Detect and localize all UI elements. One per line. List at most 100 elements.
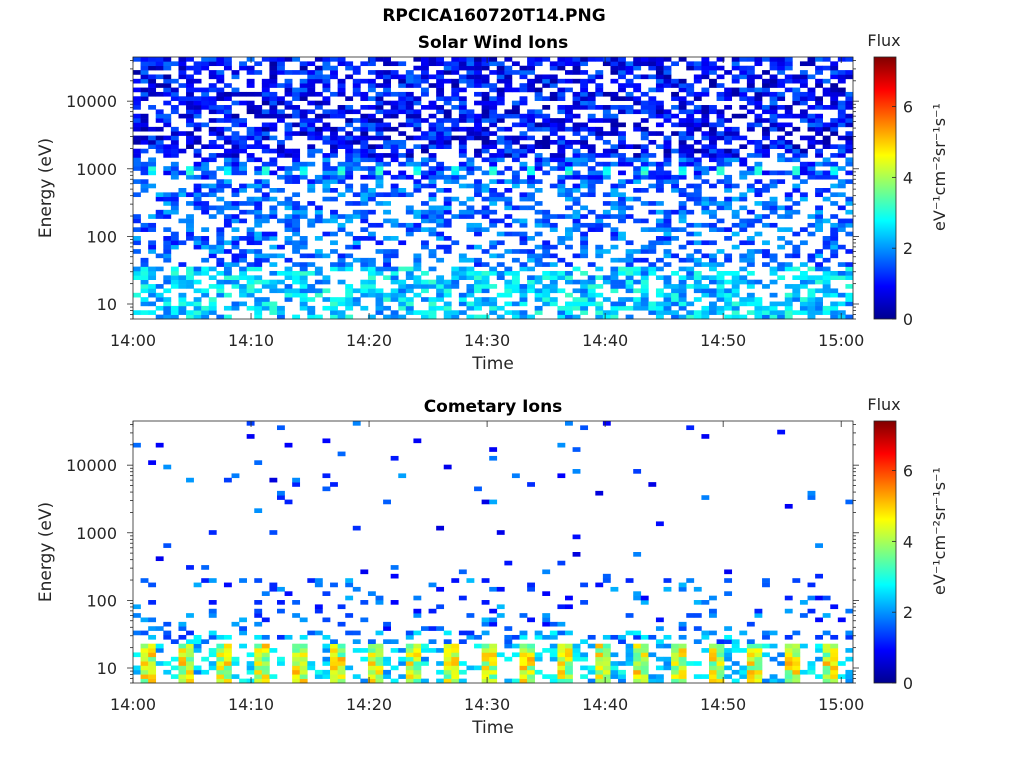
spectrogram-cell <box>148 460 157 465</box>
spectrogram-cell <box>762 131 770 136</box>
spectrogram-cell <box>580 144 589 149</box>
spectrogram-cell <box>208 301 217 307</box>
y-axis-label: Energy (eV) <box>36 502 56 602</box>
spectrogram-cell <box>602 634 611 640</box>
spectrogram-cell <box>519 262 528 267</box>
spectrogram-cell <box>383 297 391 302</box>
spectrogram-cell <box>428 166 437 171</box>
spectrogram-cell <box>352 674 361 679</box>
spectrogram-cell <box>754 279 763 285</box>
spectrogram-cell <box>314 70 323 75</box>
spectrogram-cell <box>383 122 391 128</box>
x-tick-label: 14:30 <box>464 695 510 714</box>
spectrogram-cell <box>496 170 505 176</box>
spectrogram-cell <box>784 144 793 149</box>
spectrogram-cell <box>307 578 316 583</box>
spectrogram-cell <box>527 87 535 93</box>
spectrogram-cell <box>565 105 573 110</box>
spectrogram-cell <box>155 109 164 115</box>
spectrogram-cell <box>413 613 422 618</box>
spectrogram-cell <box>322 109 331 115</box>
spectrogram-cell <box>625 161 634 167</box>
spectrogram-cell <box>216 91 225 97</box>
spectrogram-cell <box>284 78 293 84</box>
spectrogram-cell <box>686 275 695 280</box>
spectrogram-cell <box>746 57 755 62</box>
spectrogram-cell <box>845 630 854 636</box>
spectrogram-cell <box>186 674 194 679</box>
spectrogram-cell <box>830 244 839 250</box>
spectrogram-cell <box>754 96 763 101</box>
colorbar-tick-label: 4 <box>903 168 913 187</box>
spectrogram-cell <box>216 183 225 189</box>
spectrogram-cell <box>330 669 338 675</box>
spectrogram-cell <box>678 157 687 163</box>
spectrogram-cell <box>314 214 323 219</box>
spectrogram-cell <box>799 310 808 315</box>
spectrogram-cell <box>481 113 490 119</box>
spectrogram-cell <box>610 205 619 211</box>
spectrogram-cell <box>186 83 194 88</box>
spectrogram-cell <box>269 270 278 276</box>
spectrogram-cell <box>481 91 490 97</box>
spectrogram-cell <box>648 139 657 145</box>
spectrogram-cell <box>428 639 437 644</box>
spectrogram-cell <box>693 639 702 644</box>
spectrogram-cell <box>580 87 589 93</box>
spectrogram-cell <box>413 310 422 315</box>
spectrogram-cell <box>466 257 475 263</box>
spectrogram-cell <box>140 135 149 141</box>
spectrogram-cell <box>618 301 626 307</box>
spectrogram-cell <box>610 188 619 193</box>
spectrogram-cell <box>572 297 581 302</box>
spectrogram-cell <box>489 297 498 302</box>
spectrogram-cell <box>587 183 596 189</box>
spectrogram-cell <box>678 109 687 115</box>
spectrogram-cell <box>451 648 460 653</box>
spectrogram-cell <box>231 227 240 232</box>
spectrogram-cell <box>572 266 581 272</box>
spectrogram-cell <box>746 297 755 302</box>
spectrogram-cell <box>428 61 437 67</box>
spectrogram-cell <box>504 74 513 80</box>
spectrogram-cell <box>815 310 823 315</box>
spectrogram-cell <box>595 661 604 666</box>
spectrogram-cell <box>223 582 232 588</box>
spectrogram-cell <box>383 661 391 666</box>
spectrogram-cell <box>481 284 490 289</box>
spectrogram-cell <box>709 222 717 228</box>
spectrogram-cell <box>489 161 498 167</box>
spectrogram-cell <box>496 78 505 84</box>
spectrogram-cell <box>595 83 604 88</box>
spectrogram-cell <box>648 170 657 176</box>
spectrogram-cell <box>254 669 263 675</box>
spectrogram-cell <box>701 292 710 298</box>
spectrogram-cell <box>148 78 157 84</box>
spectrogram-cell <box>163 170 172 176</box>
spectrogram-cell <box>170 639 179 644</box>
spectrogram-cell <box>383 275 391 280</box>
spectrogram-cell <box>458 148 467 154</box>
spectrogram-cell <box>299 305 308 311</box>
spectrogram-cell <box>322 96 331 101</box>
spectrogram-cell <box>549 270 558 276</box>
spectrogram-cell <box>375 652 384 658</box>
spectrogram-cell <box>655 78 664 84</box>
spectrogram-cell <box>322 153 331 158</box>
spectrogram-cell <box>186 222 194 228</box>
spectrogram-cell <box>390 600 399 605</box>
spectrogram-cell <box>701 305 710 311</box>
spectrogram-cell <box>451 170 460 176</box>
spectrogram-cell <box>322 61 331 67</box>
spectrogram-cell <box>148 301 157 307</box>
spectrogram-cell <box>807 222 816 228</box>
spectrogram-cell <box>436 284 445 289</box>
spectrogram-cell <box>292 113 301 119</box>
spectrogram-cell <box>466 57 475 62</box>
spectrogram-cell <box>845 100 854 106</box>
spectrogram-cell <box>731 284 740 289</box>
spectrogram-cell <box>777 91 786 97</box>
spectrogram-cell <box>201 157 210 163</box>
spectrogram-cell <box>815 301 823 307</box>
spectrogram-cell <box>155 556 164 562</box>
